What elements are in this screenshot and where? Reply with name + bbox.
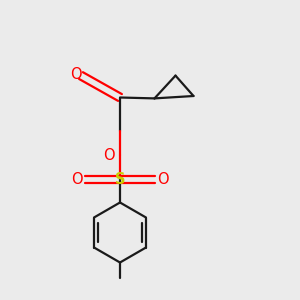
Text: O: O bbox=[157, 172, 168, 187]
Text: O: O bbox=[103, 148, 114, 163]
Text: O: O bbox=[70, 67, 81, 82]
Text: S: S bbox=[115, 172, 125, 187]
Text: O: O bbox=[72, 172, 83, 187]
